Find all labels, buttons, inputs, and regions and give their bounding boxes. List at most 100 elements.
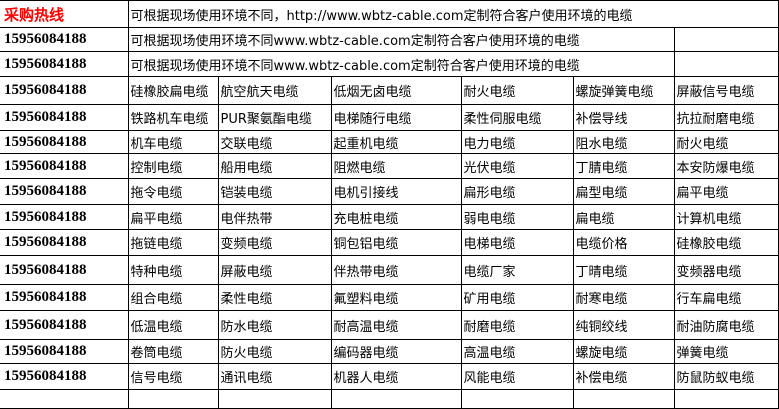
product-link[interactable]: 变频电缆 (217, 229, 332, 256)
product-link[interactable]: 耐火电缆 (460, 76, 574, 105)
product-link[interactable]: 屏蔽电缆 (217, 255, 332, 285)
product-link[interactable]: 柔性伺服电缆 (460, 104, 574, 131)
empty-cell (460, 389, 574, 409)
product-link[interactable]: 低烟无卤电缆 (330, 76, 462, 105)
product-link[interactable]: 充电桩电缆 (330, 204, 462, 230)
empty-cell (572, 389, 675, 409)
product-link[interactable]: 电梯电缆 (460, 229, 574, 256)
hotline-label: 采购热线 (0, 0, 129, 28)
product-link[interactable]: 控制电缆 (127, 153, 219, 179)
product-link[interactable]: 信号电缆 (127, 363, 219, 390)
product-link[interactable]: 扁形电缆 (460, 178, 574, 205)
product-link[interactable]: 耐油防腐电缆 (673, 310, 779, 340)
product-link[interactable]: 低温电缆 (127, 310, 219, 340)
product-link[interactable]: 硅橡胶扁电缆 (127, 76, 219, 105)
product-link[interactable]: 扁平电缆 (127, 204, 219, 230)
product-link[interactable]: 电伴热带 (217, 204, 332, 230)
header-row: 采购热线 可根据现场使用环境不同，http://www.wbtz-cable.c… (0, 0, 779, 28)
phone-number: 15956084188 (0, 104, 129, 131)
product-link[interactable]: 本安防爆电缆 (673, 153, 779, 179)
product-link[interactable]: 变频器电缆 (673, 255, 779, 285)
product-link[interactable]: 编码器电缆 (330, 339, 462, 364)
product-row: 15956084188 拖链电缆 变频电缆 铜包铝电缆 电梯电缆 电缆价格 硅橡胶电缆 (0, 229, 779, 256)
product-link[interactable]: 风能电缆 (460, 363, 574, 390)
product-link[interactable]: 耐火电缆 (673, 130, 779, 154)
product-link[interactable]: 硅橡胶电缆 (673, 229, 779, 256)
product-link[interactable]: 特种电缆 (127, 255, 219, 285)
product-row: 15956084188 硅橡胶扁电缆 航空航天电缆 低烟无卤电缆 耐火电缆 螺旋弹簧电缆屏… (0, 76, 779, 105)
info-text: 可根据现场使用环境不同www.wbtz-cable.com定制符合客户使用环境的… (127, 51, 675, 77)
phone-number: 15956084188 (0, 178, 129, 205)
product-link[interactable]: 防鼠防蚁电缆 (673, 363, 779, 390)
product-link[interactable]: 弹簧电缆 (673, 339, 779, 364)
product-link[interactable]: 耐磨电缆 (460, 310, 574, 340)
product-link[interactable]: PUR聚氨酯电缆 (217, 104, 332, 131)
info-row: 15956084188 可根据现场使用环境不同www.wbtz-cable.co… (0, 51, 779, 77)
product-link[interactable]: 防火电缆 (217, 339, 332, 364)
product-link[interactable]: 电力电缆 (460, 130, 574, 154)
phone-number: 15956084188 (0, 153, 129, 179)
empty-row (0, 389, 779, 409)
empty-cell (217, 389, 332, 409)
product-link[interactable]: 电缆价格 (572, 229, 675, 256)
phone-number: 15956084188 (0, 255, 129, 285)
product-link[interactable]: 电机引接线 (330, 178, 462, 205)
product-link[interactable]: 阻燃电缆 (330, 153, 462, 179)
product-link[interactable]: 弱电电缆 (460, 204, 574, 230)
product-link[interactable]: 耐寒电缆 (572, 284, 675, 311)
phone-number: 15956084188 (0, 284, 129, 311)
product-link[interactable]: 抗拉耐磨电缆 (673, 104, 779, 131)
product-row: 15956084188 信号电缆 通讯电缆 机器人电缆 风能电缆 补偿电缆 防鼠防蚁电缆 (0, 363, 779, 390)
product-link[interactable]: 纯铜绞线 (572, 310, 675, 340)
product-row: 15956084188 低温电缆 防水电缆 耐高温电缆 耐磨电缆 纯铜绞线 耐油防腐电缆 (0, 310, 779, 340)
product-link[interactable]: 补偿导线 (572, 104, 675, 131)
product-link[interactable]: 交联电缆 (217, 130, 332, 154)
product-link[interactable]: 拖链电缆 (127, 229, 219, 256)
phone-number: 15956084188 (0, 204, 129, 230)
product-link[interactable]: 屏蔽信号电缆 (673, 76, 779, 105)
product-link[interactable]: 行车扁电缆 (673, 284, 779, 311)
product-row: 15956084188 特种电缆 屏蔽电缆 伴热带电缆 电缆厂家 丁晴电缆 变频器电缆 (0, 255, 779, 285)
product-link[interactable]: 扁平电缆 (673, 178, 779, 205)
product-link[interactable]: 氟塑料电缆 (330, 284, 462, 311)
product-link[interactable]: 组合电缆 (127, 284, 219, 311)
product-link[interactable]: 扁型电缆 (572, 178, 675, 205)
product-row: 15956084188 扁平电缆 电伴热带 充电桩电缆 弱电电缆 扁电缆 计算机电缆 (0, 204, 779, 230)
product-link[interactable]: 航空航天电缆 (217, 76, 332, 105)
product-link[interactable]: 耐高温电缆 (330, 310, 462, 340)
product-link[interactable]: 起重机电缆 (330, 130, 462, 154)
info-row: 15956084188 可根据现场使用环境不同www.wbtz-cable.co… (0, 27, 779, 52)
product-link[interactable]: 螺旋电缆 (572, 339, 675, 364)
product-link[interactable]: 计算机电缆 (673, 204, 779, 230)
product-link[interactable]: 柔性电缆 (217, 284, 332, 311)
product-link[interactable]: 螺旋弹簧电缆 (572, 76, 675, 105)
product-link[interactable]: 矿用电缆 (460, 284, 574, 311)
product-link[interactable]: 拖令电缆 (127, 178, 219, 205)
product-link[interactable]: 补偿电缆 (572, 363, 675, 390)
product-link[interactable]: 光伏电缆 (460, 153, 574, 179)
product-link[interactable]: 铁路机车电缆 (127, 104, 219, 131)
product-link[interactable]: 丁晴电缆 (572, 255, 675, 285)
product-link[interactable]: 通讯电缆 (217, 363, 332, 390)
product-link[interactable]: 卷筒电缆 (127, 339, 219, 364)
empty-cell (673, 27, 779, 52)
product-link[interactable]: 伴热带电缆 (330, 255, 462, 285)
product-link[interactable]: 机器人电缆 (330, 363, 462, 390)
product-link[interactable]: 铜包铝电缆 (330, 229, 462, 256)
product-row: 15956084188 卷筒电缆 防火电缆 编码器电缆 高温电缆 螺旋电缆 弹簧电缆 (0, 339, 779, 364)
product-link[interactable]: 扁电缆 (572, 204, 675, 230)
product-link[interactable]: 电缆厂家 (460, 255, 574, 285)
product-link[interactable]: 高温电缆 (460, 339, 574, 364)
product-link[interactable]: 铠装电缆 (217, 178, 332, 205)
product-link[interactable]: 船用电缆 (217, 153, 332, 179)
phone-number: 15956084188 (0, 130, 129, 154)
product-link[interactable]: 阻水电缆 (572, 130, 675, 154)
product-link[interactable]: 电梯随行电缆 (330, 104, 462, 131)
product-link[interactable]: 机车电缆 (127, 130, 219, 154)
phone-number: 15956084188 (0, 339, 129, 364)
product-link[interactable]: 丁腈电缆 (572, 153, 675, 179)
product-link[interactable]: 防水电缆 (217, 310, 332, 340)
product-row: 15956084188 控制电缆 船用电缆 阻燃电缆 光伏电缆 丁腈电缆 本安防爆电缆 (0, 153, 779, 179)
product-row: 15956084188 组合电缆 柔性电缆 氟塑料电缆 矿用电缆 耐寒电缆 行车扁电缆 (0, 284, 779, 311)
